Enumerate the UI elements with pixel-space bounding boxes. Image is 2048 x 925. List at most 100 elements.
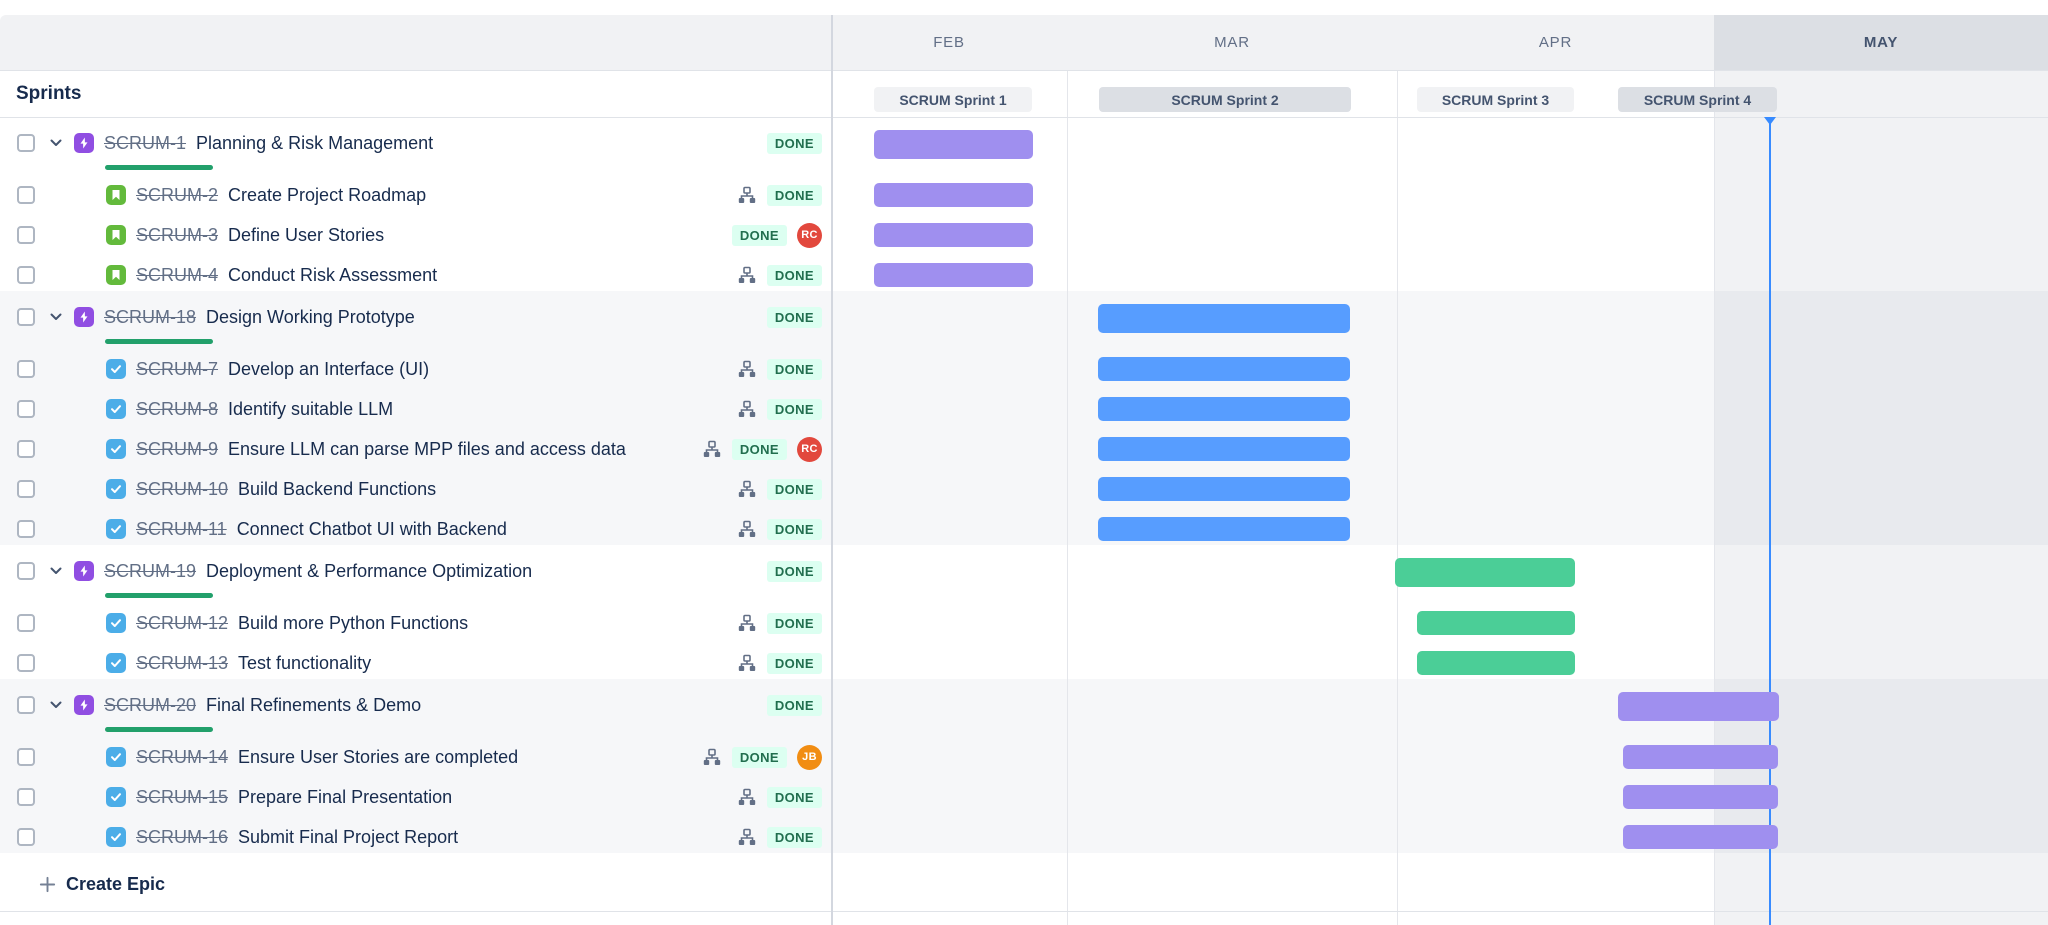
- epic-row-scrum-19[interactable]: SCRUM-19 Deployment & Performance Optimiz…: [0, 549, 831, 593]
- timeline-bar-scrum-1[interactable]: [874, 129, 1033, 159]
- row-meta: DONE: [766, 694, 822, 716]
- row-checkbox[interactable]: [17, 520, 35, 538]
- row-meta: DONE: [737, 478, 822, 500]
- row-checkbox[interactable]: [17, 440, 35, 458]
- timeline-bar-scrum-2[interactable]: [874, 183, 1033, 207]
- timeline-bar-scrum-3[interactable]: [874, 223, 1033, 247]
- issue-title: Conduct Risk Assessment: [228, 264, 438, 285]
- chevron-down-icon[interactable]: [46, 561, 66, 581]
- timeline-bar-scrum-8[interactable]: [1098, 397, 1350, 421]
- status-badge: DONE: [766, 560, 822, 582]
- status-badge: DONE: [766, 264, 822, 286]
- timeline-bar-scrum-4[interactable]: [874, 263, 1033, 287]
- row-checkbox[interactable]: [17, 360, 35, 378]
- issue-key: SCRUM-1: [104, 132, 187, 153]
- chevron-down-icon[interactable]: [46, 133, 66, 153]
- row-checkbox[interactable]: [17, 654, 35, 672]
- issue-row-scrum-13[interactable]: SCRUM-13 Test functionality DONE: [0, 643, 831, 683]
- row-meta: DONE: [737, 264, 822, 286]
- timeline-bar-scrum-7[interactable]: [1098, 357, 1350, 381]
- issue-key: SCRUM-14: [136, 746, 229, 767]
- assignee-avatar: JB: [797, 744, 822, 770]
- issue-title: Define User Stories: [228, 224, 385, 245]
- issue-row-scrum-3[interactable]: SCRUM-3 Define User Stories DONE RC: [0, 215, 831, 255]
- task-icon: [106, 439, 126, 459]
- epic-icon: [74, 307, 94, 327]
- row-checkbox[interactable]: [17, 696, 35, 714]
- row-meta: DONE: [737, 786, 822, 808]
- sprint-chip-3: SCRUM Sprint 3: [1417, 87, 1574, 112]
- issue-row-scrum-11[interactable]: SCRUM-11 Connect Chatbot UI with Backend D…: [0, 509, 831, 549]
- row-checkbox[interactable]: [17, 562, 35, 580]
- timeline-bar-scrum-16[interactable]: [1623, 825, 1778, 849]
- timeline-bar-scrum-11[interactable]: [1098, 517, 1350, 541]
- story-icon: [106, 265, 126, 285]
- epic-row-scrum-18[interactable]: SCRUM-18 Design Working Prototype DONE: [0, 295, 831, 339]
- chevron-down-icon[interactable]: [46, 695, 66, 715]
- timeline-bar-scrum-10[interactable]: [1098, 477, 1350, 501]
- epic-row-scrum-1[interactable]: SCRUM-1 Planning & Risk Management DONE: [0, 121, 831, 165]
- month-header-band: [0, 15, 2048, 70]
- row-checkbox[interactable]: [17, 266, 35, 284]
- row-checkbox[interactable]: [17, 226, 35, 244]
- row-checkbox[interactable]: [17, 614, 35, 632]
- issue-title: Develop an Interface (UI): [228, 358, 430, 379]
- status-badge: DONE: [766, 786, 822, 808]
- row-meta: DONE JB: [702, 744, 822, 770]
- today-marker-triangle: [1764, 117, 1776, 125]
- header-divider: [0, 70, 2048, 71]
- task-icon: [106, 787, 126, 807]
- assignee-avatar: RC: [797, 436, 822, 462]
- row-checkbox[interactable]: [17, 788, 35, 806]
- epic-row-scrum-20[interactable]: SCRUM-20 Final Refinements & Demo DONE: [0, 683, 831, 727]
- issue-row-scrum-12[interactable]: SCRUM-12 Build more Python Functions DONE: [0, 603, 831, 643]
- issue-row-scrum-10[interactable]: SCRUM-10 Build Backend Functions DONE: [0, 469, 831, 509]
- status-badge: DONE: [766, 612, 822, 634]
- timeline-bar-scrum-20[interactable]: [1618, 691, 1779, 721]
- issue-key: SCRUM-8: [136, 398, 219, 419]
- epic-icon: [74, 133, 94, 153]
- issue-key: SCRUM-16: [136, 826, 229, 847]
- issue-title: Final Refinements & Demo: [206, 694, 422, 715]
- subtasks-icon: [702, 747, 722, 767]
- issue-row-scrum-8[interactable]: SCRUM-8 Identify suitable LLM DONE: [0, 389, 831, 429]
- timeline-bar-scrum-12[interactable]: [1417, 611, 1575, 635]
- issue-title: Deployment & Performance Optimization: [206, 560, 533, 581]
- issue-row-scrum-15[interactable]: SCRUM-15 Prepare Final Presentation DONE: [0, 777, 831, 817]
- story-icon: [106, 225, 126, 245]
- issue-row-scrum-7[interactable]: SCRUM-7 Develop an Interface (UI) DONE: [0, 349, 831, 389]
- timeline-bar-scrum-19[interactable]: [1395, 557, 1575, 587]
- row-meta: DONE: [737, 184, 822, 206]
- issue-title: Test functionality: [238, 652, 372, 673]
- issue-row-scrum-4[interactable]: SCRUM-4 Conduct Risk Assessment DONE: [0, 255, 831, 295]
- row-meta: DONE: [737, 826, 822, 848]
- panel-divider: [831, 15, 833, 925]
- epic-progress-bar: [105, 165, 213, 170]
- issue-row-scrum-16[interactable]: SCRUM-16 Submit Final Project Report DONE: [0, 817, 831, 857]
- row-meta: DONE RC: [702, 436, 822, 462]
- timeline-bar-scrum-13[interactable]: [1417, 651, 1575, 675]
- timeline-bar-scrum-9[interactable]: [1098, 437, 1350, 461]
- row-checkbox[interactable]: [17, 186, 35, 204]
- timeline-bar-scrum-14[interactable]: [1623, 745, 1778, 769]
- epic-icon: [74, 695, 94, 715]
- row-checkbox[interactable]: [17, 748, 35, 766]
- issue-row-scrum-2[interactable]: SCRUM-2 Create Project Roadmap DONE: [0, 175, 831, 215]
- chevron-down-icon[interactable]: [46, 307, 66, 327]
- issue-row-scrum-14[interactable]: SCRUM-14 Ensure User Stories are complete…: [0, 737, 831, 777]
- row-checkbox[interactable]: [17, 308, 35, 326]
- sprints-column-header: Sprints: [16, 82, 82, 104]
- subtasks-icon: [737, 613, 757, 633]
- issue-title: Create Project Roadmap: [228, 184, 427, 205]
- row-checkbox[interactable]: [17, 400, 35, 418]
- create-epic-button[interactable]: Create Epic: [0, 857, 831, 911]
- row-checkbox[interactable]: [17, 480, 35, 498]
- issue-row-scrum-9[interactable]: SCRUM-9 Ensure LLM can parse MPP files an…: [0, 429, 831, 469]
- subtasks-icon: [737, 519, 757, 539]
- timeline-bar-scrum-18[interactable]: [1098, 303, 1350, 333]
- epic-progress-bar: [105, 339, 213, 344]
- row-checkbox[interactable]: [17, 134, 35, 152]
- row-checkbox[interactable]: [17, 828, 35, 846]
- timeline-bar-scrum-15[interactable]: [1623, 785, 1778, 809]
